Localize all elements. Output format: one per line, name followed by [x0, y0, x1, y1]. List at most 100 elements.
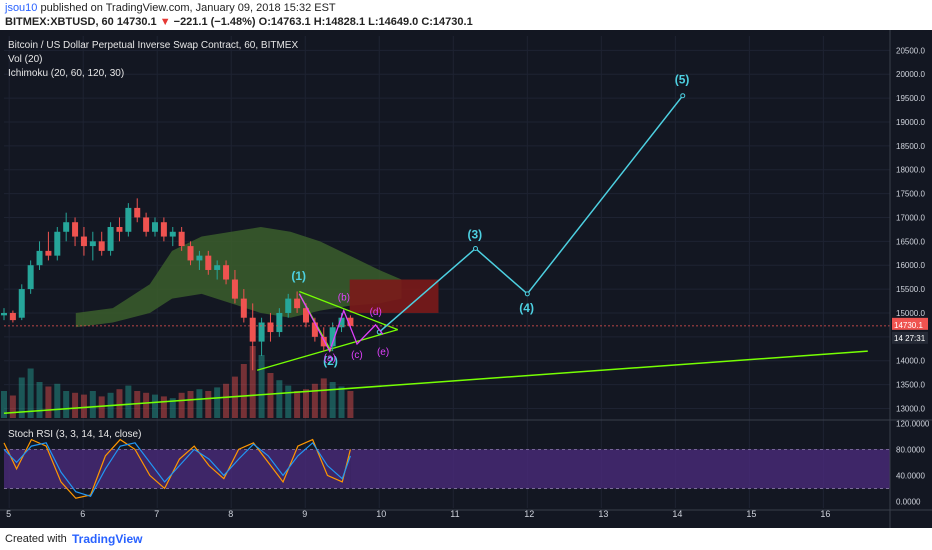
price-tick-label: 19000.0	[896, 118, 925, 127]
wave-label: (2)	[323, 354, 338, 368]
volume-bar	[302, 389, 309, 418]
candle-body	[98, 241, 105, 251]
candle-body	[45, 250, 52, 256]
volume-bar	[347, 391, 354, 418]
publish-line: jsou10 published on TradingView.com, Jan…	[5, 2, 336, 14]
legend-ichimoku: Ichimoku (20, 60, 120, 30)	[8, 68, 124, 79]
volume-bar	[45, 386, 52, 418]
volume-bar	[169, 398, 176, 418]
time-tick-label: 15	[746, 509, 756, 519]
time-tick-label: 10	[376, 509, 386, 519]
price-tick-label: 15500.0	[896, 285, 925, 294]
volume-bar	[125, 385, 132, 418]
volume-bar	[196, 389, 203, 418]
candle-body	[187, 246, 194, 261]
time-tick-label: 7	[154, 509, 159, 519]
triangle-line-lower	[256, 329, 398, 371]
author-link[interactable]: jsou10	[5, 2, 38, 14]
volume-bar	[134, 391, 141, 418]
publish-info: published on TradingView.com, January 09…	[40, 2, 336, 14]
current-price-box	[892, 317, 928, 330]
candle-body	[267, 322, 274, 333]
candle-body	[214, 265, 221, 270]
time-tick-label: 12	[524, 509, 534, 519]
volume-bar	[9, 395, 16, 418]
symbol-label: BITMEX:XBTUSD, 60	[5, 16, 114, 28]
stoch-tick-label: 40.0000	[896, 471, 925, 480]
time-tick-label: 14	[672, 509, 682, 519]
candle-body	[1, 312, 7, 316]
candle-body	[196, 255, 203, 261]
time-tick-label: 5	[6, 509, 11, 519]
candle-body	[27, 265, 34, 290]
candle-body	[116, 227, 123, 232]
snapshot-header: jsou10 published on TradingView.com, Jan…	[0, 0, 932, 30]
candle-body	[63, 222, 70, 232]
time-tick-label: 11	[450, 509, 459, 519]
snapshot-footer: Created with TradingView	[0, 528, 932, 550]
sub-wave-label: (a)	[324, 353, 336, 364]
wave-label: (4)	[519, 301, 534, 315]
ohlc-values: O:14763.1 H:14828.1 L:14649.0 C:14730.1	[258, 16, 473, 28]
volume-bar	[178, 392, 185, 418]
wave-anchor	[472, 245, 478, 251]
candle-body	[320, 336, 327, 347]
sub-wave-label: (d)	[370, 307, 382, 318]
chart-legend: Bitcoin / US Dollar Perpetual Inverse Sw…	[8, 40, 298, 440]
volume-bar	[258, 355, 265, 418]
volume-bar	[329, 382, 336, 418]
candle-body	[125, 207, 132, 232]
volume-bar	[63, 391, 70, 418]
stoch-d-line	[3, 441, 351, 497]
cloud-bear-area	[349, 279, 439, 313]
candle-body	[311, 322, 318, 337]
volume-bar	[143, 392, 150, 418]
current-price-value: 14730.1	[894, 321, 923, 330]
candle-body	[151, 222, 158, 232]
stoch-k-line	[3, 438, 351, 499]
candle-body	[178, 231, 185, 247]
volume-bar	[267, 373, 274, 418]
volume-bar	[1, 391, 7, 418]
candle-body	[18, 289, 25, 318]
volume-bar	[116, 389, 123, 418]
price-tick-label: 19500.0	[896, 94, 925, 103]
price-tick-label: 18000.0	[896, 166, 925, 175]
volume-bar	[160, 396, 167, 418]
price-tick-label: 17500.0	[896, 190, 925, 199]
volume-bar	[276, 380, 283, 418]
volume-bar	[294, 391, 301, 418]
price-tick-label: 13500.0	[896, 381, 925, 390]
countdown-box	[892, 331, 928, 344]
volume-bar	[214, 387, 221, 418]
chart-canvas[interactable]: (1)(2)(3)(4)(5)(a)(b)(c)(d)(e) 13000.013…	[0, 30, 932, 528]
time-tick-label: 13	[598, 509, 608, 519]
ichimoku-cloud	[75, 227, 439, 328]
volume-bars	[1, 346, 354, 418]
price-tick-label: 20500.0	[896, 46, 925, 55]
volume-bar	[151, 394, 158, 418]
countdown-value: 14 27:31	[894, 334, 926, 343]
down-arrow-icon: ▼	[159, 16, 171, 28]
candle-body	[276, 312, 283, 333]
candle-body	[143, 217, 150, 232]
candle-body	[107, 227, 114, 251]
candle-body	[72, 222, 79, 237]
candle-body	[338, 317, 345, 328]
volume-bar	[205, 391, 212, 418]
candle-body	[285, 298, 292, 313]
candle-body	[223, 265, 230, 280]
volume-bar	[89, 391, 96, 418]
volume-bar	[285, 385, 292, 418]
tradingview-brand-link[interactable]: TradingView	[72, 532, 143, 546]
price-change: −221.1 (−1.48%)	[173, 16, 256, 28]
candle-body	[347, 317, 354, 326]
volume-bar	[240, 364, 247, 418]
candle-body	[9, 312, 16, 321]
price-tick-label: 16500.0	[896, 237, 925, 246]
candle-body	[249, 317, 256, 342]
candle-body	[134, 207, 141, 218]
wave-anchor	[680, 93, 686, 99]
price-tick-label: 14000.0	[896, 357, 925, 366]
